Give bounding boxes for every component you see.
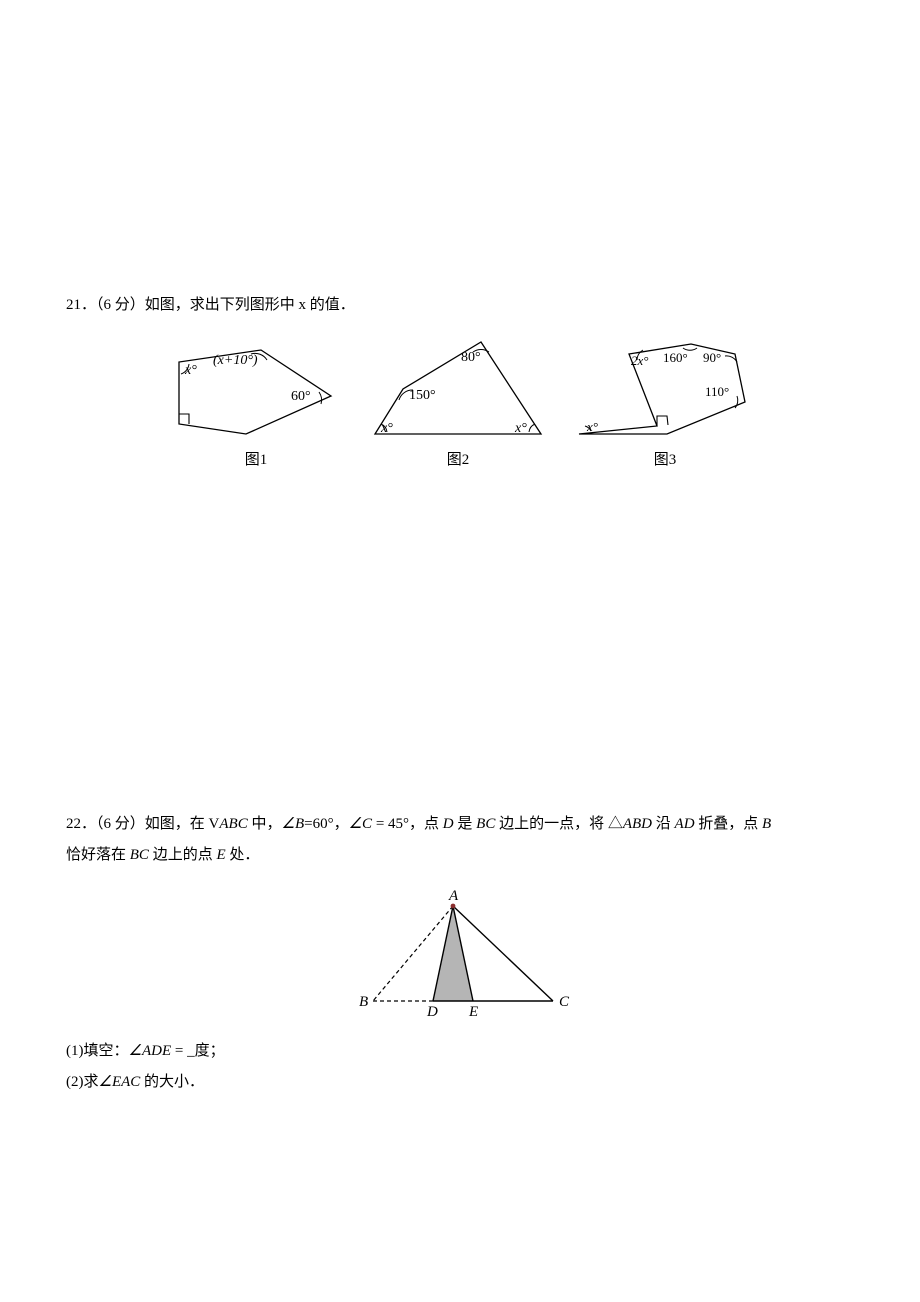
labelA: A [448, 888, 459, 904]
problem-21-stem: 21．（6 分）如图，求出下列图形中 x 的值． [66, 290, 860, 322]
p22-figure: A B C D E [333, 886, 593, 1026]
fig2-angle-tl: 150° [409, 388, 436, 403]
fig2-angle-top: 80° [461, 350, 481, 365]
fig3-angle-tl: 2x° [631, 353, 648, 368]
p21-figures: x° (x+10°) 60° 图1 80° 150° x° [66, 334, 860, 469]
p21-fig2: 80° 150° x° x° 图2 [363, 334, 553, 469]
fig3-angle-r: 110° [705, 384, 729, 399]
p21-fig1: x° (x+10°) 60° 图1 [161, 334, 351, 469]
p22-q2: (2)求∠EAC 的大小． [66, 1067, 860, 1099]
problem-22-stem: 22．（6 分）如图，在 VABC 中，∠B=60°，∠C = 45°，点 D … [66, 809, 860, 872]
p21-points: （6 分） [96, 297, 145, 313]
fig2-angle-bl: x° [380, 421, 393, 436]
fig1-angle-tl: x° [184, 363, 197, 378]
p21-fig3-svg: 2x° 160° 90° 110° x° [565, 334, 765, 444]
p21-fig1-svg: x° (x+10°) 60° [161, 334, 351, 444]
labelE: E [468, 1004, 478, 1020]
problem-22: 22．（6 分）如图，在 VABC 中，∠B=60°，∠C = 45°，点 D … [66, 809, 860, 1099]
fig2-angle-br: x° [514, 421, 527, 436]
fig1-angle-r: 60° [291, 389, 311, 404]
p21-fig1-caption: 图1 [161, 448, 351, 469]
fig1-angle-tr: (x+10°) [213, 353, 258, 368]
labelB: B [359, 994, 368, 1010]
p21-stem-text: 如图，求出下列图形中 x 的值． [145, 297, 355, 313]
p22-number: 22． [66, 816, 96, 832]
labelC: C [559, 994, 570, 1010]
p22-points: （6 分） [96, 816, 145, 832]
p22-q1: (1)填空：∠ADE = _度； [66, 1036, 860, 1068]
p21-number: 21． [66, 297, 96, 313]
p21-fig3: 2x° 160° 90° 110° x° 图3 [565, 334, 765, 469]
p21-fig3-caption: 图3 [565, 448, 765, 469]
labelD: D [426, 1004, 438, 1020]
fig3-angle-t2: 90° [703, 350, 721, 365]
fig3-angle-bl: x° [586, 419, 598, 434]
p22-figure-wrap: A B C D E [66, 886, 860, 1026]
fig3-angle-t1: 160° [663, 350, 688, 365]
problem-21: 21．（6 分）如图，求出下列图形中 x 的值． x° (x+10°) 60° … [66, 290, 860, 469]
p21-fig2-svg: 80° 150° x° x° [363, 334, 553, 444]
p21-fig2-caption: 图2 [363, 448, 553, 469]
